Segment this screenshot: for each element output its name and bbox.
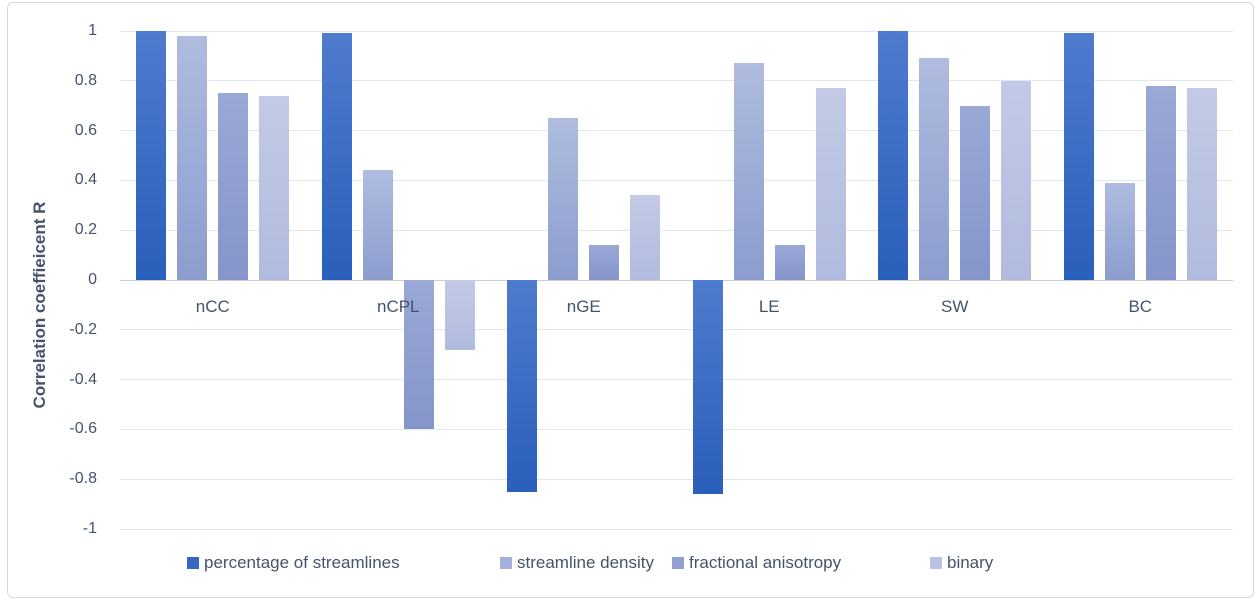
category-label-nGE: nGE (566, 297, 601, 316)
legend-label-streamline-density: streamline density (517, 553, 655, 572)
legend-item-streamline-density: streamline density (500, 552, 654, 574)
y-tick-label-0.6: 0.6 (74, 121, 97, 139)
y-tick-label--0.4: -0.4 (69, 370, 97, 388)
bar-nGE-binary (630, 195, 661, 280)
gridline--0.8 (120, 478, 1233, 480)
y-tick-label-0.4: 0.4 (74, 171, 97, 189)
gridline-1 (120, 30, 1233, 32)
bar-nCPL-percentage-of-streamlines (321, 33, 352, 280)
legend-swatch-binary (930, 557, 942, 569)
bar-SW-binary (1001, 80, 1032, 280)
gridline--0.6 (120, 428, 1233, 430)
category-label-nCPL: nCPL (376, 297, 420, 316)
gridline--0.4 (120, 379, 1233, 381)
y-tick-label--1: -1 (82, 520, 97, 537)
legend-label-fractional-anisotropy: fractional anisotropy (689, 553, 842, 572)
bar-nCC-binary (259, 95, 290, 280)
gridline-0.2 (120, 229, 1233, 231)
y-tick-label--0.8: -0.8 (69, 470, 97, 488)
legend-swatch-percentage-of-streamlines (187, 557, 199, 569)
gridline-0.6 (120, 130, 1233, 132)
bar-BC-fractional-anisotropy (1145, 85, 1176, 280)
y-tick-label--0.6: -0.6 (69, 420, 97, 438)
bar-SW-fractional-anisotropy (960, 105, 991, 280)
y-tick-label-0.8: 0.8 (74, 71, 97, 89)
y-tick-label--0.2: -0.2 (69, 320, 97, 338)
gridline-0.4 (120, 179, 1233, 181)
legend-item-binary: binary (930, 552, 993, 574)
bar-nGE-percentage-of-streamlines (507, 280, 538, 492)
category-label-LE: LE (758, 297, 780, 316)
bar-LE-percentage-of-streamlines (692, 280, 723, 495)
bar-SW-streamline-density (919, 58, 950, 280)
legend-swatch-fractional-anisotropy (672, 557, 684, 569)
bar-nGE-fractional-anisotropy (589, 245, 620, 280)
y-tick-label-1: 1 (88, 22, 97, 39)
chart-frame (7, 2, 1254, 598)
category-label-BC: BC (1128, 297, 1153, 316)
category-label-nCC: nCC (195, 297, 230, 316)
gridline--1 (120, 528, 1233, 530)
legend-item-percentage-of-streamlines: percentage of streamlines (187, 552, 400, 574)
y-tick-label-0.2: 0.2 (74, 221, 97, 239)
bar-nGE-streamline-density (548, 118, 579, 280)
bar-nCC-fractional-anisotropy (218, 93, 249, 280)
y-tick-label-0: 0 (88, 271, 97, 288)
bar-LE-binary (815, 88, 846, 280)
legend-label-binary: binary (947, 553, 994, 572)
bar-nCPL-streamline-density (362, 170, 393, 280)
legend-item-fractional-anisotropy: fractional anisotropy (672, 552, 841, 574)
gridline-0.8 (120, 80, 1233, 82)
bar-BC-binary (1186, 88, 1217, 280)
bar-LE-streamline-density (733, 63, 764, 280)
bar-nCPL-fractional-anisotropy (403, 280, 434, 430)
bar-nCPL-binary (444, 280, 475, 350)
bar-BC-percentage-of-streamlines (1063, 33, 1094, 280)
bar-SW-percentage-of-streamlines (878, 31, 909, 280)
gridline--0.2 (120, 329, 1233, 331)
x-axis-zero-line (120, 279, 1233, 281)
category-label-SW: SW (941, 297, 969, 316)
bar-BC-streamline-density (1104, 182, 1135, 280)
bar-nCC-streamline-density (177, 35, 208, 280)
bar-nCC-percentage-of-streamlines (136, 31, 167, 280)
bar-LE-fractional-anisotropy (774, 245, 805, 280)
legend-label-percentage-of-streamlines: percentage of streamlines (204, 553, 400, 572)
legend-swatch-streamline-density (500, 557, 512, 569)
plot-area (120, 30, 1233, 530)
